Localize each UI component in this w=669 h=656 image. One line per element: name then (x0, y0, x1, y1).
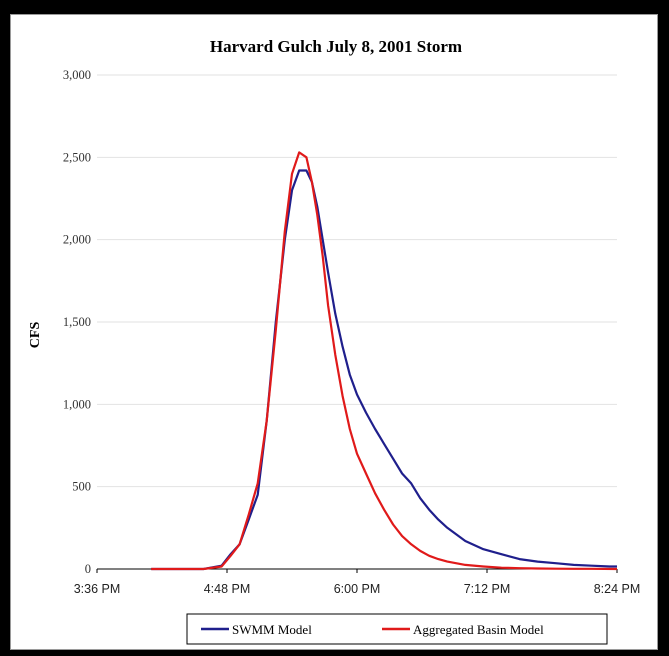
y-tick-label: 1,500 (63, 315, 91, 329)
x-axis-ticks: 3:36 PM 4:48 PM 6:00 PM 7:12 PM 8:24 PM (74, 569, 641, 596)
legend: SWMM Model Aggregated Basin Model (186, 613, 608, 645)
chart-frame: Harvard Gulch July 8, 2001 Storm 0 500 1,0… (10, 14, 658, 650)
chart: Harvard Gulch July 8, 2001 Storm 0 500 1,0… (28, 37, 641, 645)
y-tick-label: 3,000 (63, 68, 91, 82)
legend-label-swmm: SWMM Model (232, 622, 312, 637)
x-tick-label: 6:00 PM (334, 582, 381, 596)
chart-title: Harvard Gulch July 8, 2001 Storm (210, 37, 462, 56)
series-line-aggregated (151, 151, 618, 571)
gridlines (97, 74, 617, 488)
y-axis-ticks: 0 500 1,000 1,500 2,000 2,500 3,000 (63, 68, 91, 576)
x-tick-label: 3:36 PM (74, 582, 121, 596)
x-tick-label: 4:48 PM (204, 582, 251, 596)
series-line-swmm (151, 169, 617, 571)
y-tick-label: 2,000 (63, 233, 91, 247)
y-tick-label: 2,500 (63, 150, 91, 164)
x-tick-label: 7:12 PM (464, 582, 511, 596)
x-tick-label: 8:24 PM (594, 582, 641, 596)
y-tick-label: 0 (85, 562, 91, 576)
y-tick-label: 1,000 (63, 397, 91, 411)
legend-label-aggregated: Aggregated Basin Model (413, 622, 544, 637)
y-axis-label: CFS (28, 322, 43, 349)
y-tick-label: 500 (72, 480, 91, 494)
series-lines (151, 151, 618, 571)
